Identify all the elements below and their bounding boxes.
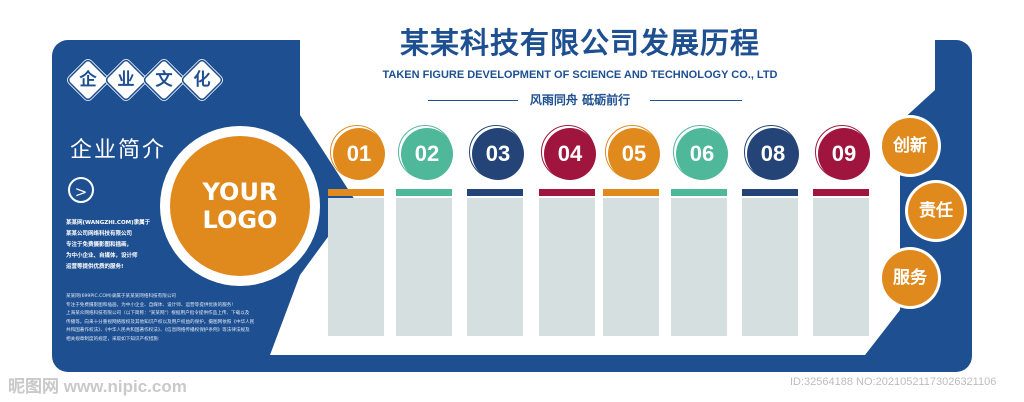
page-title: 某某科技有限公司发展历程 — [399, 26, 760, 60]
timeline-panel — [813, 198, 869, 336]
timeline-bar — [603, 189, 659, 196]
timeline-number: 05 — [608, 128, 660, 180]
watermark-left: 昵图网 www.nipic.com — [8, 377, 187, 396]
value-badge-responsibility: 责任 — [908, 183, 964, 239]
timeline-panel — [539, 198, 595, 336]
intro-text: 某某网(WANGZHI.COM)隶属于 某某公司网络科技有限公司 专注于免费摄影… — [66, 220, 151, 270]
timeline-panel — [396, 198, 452, 336]
value-badge-innovation: 创新 — [882, 118, 938, 174]
timeline-number: 01 — [333, 128, 385, 180]
watermark-right: ID:32564188 NO:20210521173026321106 — [790, 376, 997, 388]
timeline-number: 09 — [818, 128, 870, 180]
timeline-number: 03 — [472, 128, 524, 180]
timeline-panel — [742, 198, 798, 336]
timeline-bar — [396, 189, 452, 196]
value-badge-service: 服务 — [882, 250, 938, 306]
timeline-number: 02 — [401, 128, 453, 180]
timeline-bar — [539, 189, 595, 196]
timeline-number: 06 — [676, 128, 728, 180]
arrow-icon[interactable]: > — [68, 177, 94, 203]
culture-badge-2: 业 — [106, 60, 146, 100]
intro-title: 企业简介 — [70, 138, 167, 163]
timeline-bar — [813, 189, 869, 196]
culture-badge-1: 企 — [68, 60, 108, 100]
logo-placeholder: YOUR LOGO — [170, 136, 310, 276]
timeline-panel — [467, 198, 523, 336]
slogan-line-right — [650, 100, 742, 101]
timeline-panel — [671, 198, 727, 336]
timeline-number: 08 — [747, 128, 799, 180]
timeline-bar — [467, 189, 523, 196]
timeline-bar — [742, 189, 798, 196]
description-text: 某某网(699PIC.COM)隶属于某某某网络科技有限公司 专注于免费摄影图和插… — [66, 294, 255, 342]
timeline-bar — [328, 189, 384, 196]
page-subtitle: TAKEN FIGURE DEVELOPMENT OF SCIENCE AND … — [382, 69, 778, 81]
slogan-line-left — [428, 100, 518, 101]
slogan: 风雨同舟 砥砺前行 — [529, 93, 631, 107]
culture-badge-4: 化 — [182, 60, 222, 100]
timeline-panel — [603, 198, 659, 336]
timeline-number: 04 — [544, 128, 596, 180]
culture-badge-3: 文 — [144, 60, 184, 100]
timeline-bar — [671, 189, 727, 196]
timeline-panel — [328, 198, 384, 336]
